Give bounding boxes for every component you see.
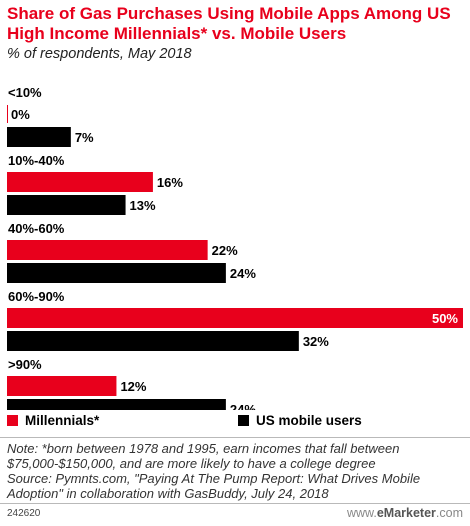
category-label-2: 10%-40%	[8, 153, 65, 168]
category-label-4: 60%-90%	[8, 289, 65, 304]
legend-label-millennials: Millennials*	[25, 413, 100, 428]
value-label-us-mobile-users-3: 24%	[230, 266, 256, 281]
category-label-3: 40%-60%	[8, 221, 65, 236]
bar-us-mobile-users-4	[7, 331, 299, 351]
value-label-millennials-2: 16%	[157, 175, 183, 190]
bar-us-mobile-users-3	[7, 263, 226, 283]
source-note: Note: *born between 1978 and 1995, earn …	[7, 441, 467, 501]
bar-millennials-2	[7, 172, 153, 192]
value-label-us-mobile-users-1: 7%	[75, 130, 94, 145]
value-label-millennials-1: 0%	[11, 107, 30, 122]
legend-item-us-mobile-users: US mobile users	[238, 413, 362, 428]
brand-prefix: www.	[346, 506, 377, 520]
value-label-us-mobile-users-4: 32%	[303, 334, 329, 349]
divider-top	[0, 437, 470, 438]
category-label-1: <10%	[8, 85, 42, 100]
bar-us-mobile-users-5	[7, 399, 226, 410]
note-line: Source: Pymnts.com, "Paying At The Pump …	[7, 471, 421, 486]
legend-swatch-millennials	[7, 415, 18, 426]
bar-millennials-5	[7, 376, 117, 396]
value-label-millennials-5: 12%	[120, 379, 146, 394]
value-label-millennials-4: 50%	[432, 311, 458, 326]
value-label-millennials-3: 22%	[212, 243, 238, 258]
bar-millennials-4	[7, 308, 463, 328]
bar-us-mobile-users-1	[7, 127, 71, 147]
chart-subtitle: % of respondents, May 2018	[7, 46, 192, 62]
brand-suffix: .com	[435, 506, 463, 520]
note-line: Note: *born between 1978 and 1995, earn …	[7, 441, 400, 456]
brand-name: eMarketer	[376, 506, 436, 520]
divider-bottom	[0, 503, 470, 504]
bar-us-mobile-users-2	[7, 195, 126, 215]
value-label-us-mobile-users-2: 13%	[130, 198, 156, 213]
category-label-5: >90%	[8, 357, 42, 372]
bar-chart: <10% 0% 7% 10%-40% 16%13% 40%-60% 22% 24% 60%-90…	[7, 85, 463, 410]
bar-millennials-3	[7, 240, 208, 260]
chart-title: Share of Gas Purchases Using Mobile Apps…	[7, 4, 451, 43]
note-line: $75,000-$150,000, and are more likely to…	[7, 456, 376, 471]
legend-label-us-mobile-users: US mobile users	[256, 413, 362, 428]
value-label-us-mobile-users-5: 24%	[230, 402, 256, 410]
bar-millennials-1	[7, 105, 8, 123]
brand-link[interactable]: www.eMarketer.com	[347, 506, 463, 520]
chart-id: 242620	[7, 508, 41, 519]
legend-swatch-us-mobile-users	[238, 415, 249, 426]
note-line: Adoption" in collaboration with GasBuddy…	[7, 486, 329, 501]
legend-item-millennials: Millennials*	[7, 413, 99, 428]
